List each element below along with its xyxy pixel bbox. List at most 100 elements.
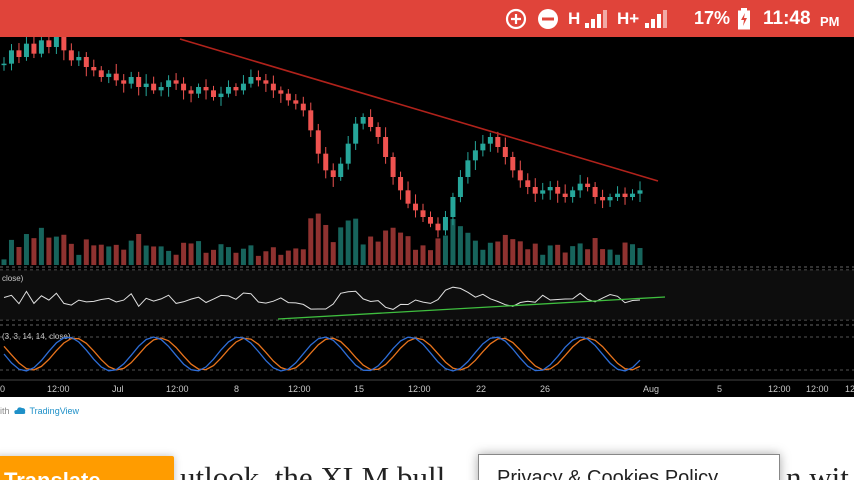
candle-body <box>435 223 441 231</box>
article-area: utlook, the XLM bull Translate Privacy &… <box>0 420 854 480</box>
candle-body <box>8 50 14 64</box>
volume-bar <box>465 232 471 265</box>
article-text-tail: n wit <box>786 460 849 480</box>
candle-body <box>46 40 52 47</box>
volume-bar <box>427 250 433 265</box>
x-tick: 12:00 <box>288 384 311 394</box>
candle-body <box>300 103 306 111</box>
volume-bar <box>121 249 127 265</box>
x-tick: 26 <box>540 384 550 394</box>
candle-body <box>151 83 157 91</box>
candle-body <box>585 183 591 187</box>
rsi-line <box>3 286 641 310</box>
volume-bar <box>345 220 351 265</box>
rsi-background <box>0 270 854 320</box>
volume-bar <box>487 242 493 265</box>
stoch-label: (3, 3, 14, 14, close) <box>2 332 71 341</box>
volume-bar <box>540 254 546 265</box>
volume-bar <box>38 227 44 265</box>
candle-body <box>615 193 621 197</box>
chart-canvas: close) (3, 3, 14, 14, close) 0 12:00 Jul… <box>0 37 854 394</box>
candle-body <box>218 93 224 97</box>
tradingview-link[interactable]: TradingView <box>29 406 80 416</box>
candle-body <box>285 93 291 101</box>
candle-body <box>442 217 448 231</box>
data-saver-icon <box>505 0 527 37</box>
candle-body <box>158 87 164 91</box>
x-tick: 12:00 <box>47 384 70 394</box>
candle-body <box>502 147 508 157</box>
volume-bar <box>128 240 134 265</box>
candle-body <box>113 73 119 81</box>
candlesticks <box>1 37 643 238</box>
volume-bar <box>113 244 119 265</box>
candle-body <box>413 203 419 211</box>
candle-body <box>457 177 463 197</box>
stoch-k-line <box>3 336 641 372</box>
volume-bar <box>248 245 254 265</box>
candle-body <box>330 170 336 177</box>
volume-bar <box>338 227 344 265</box>
volume-bar <box>435 238 441 265</box>
volume-bar <box>151 246 157 265</box>
candle-body <box>405 190 411 204</box>
candle-body <box>248 77 254 84</box>
candle-body <box>517 170 523 181</box>
tradingview-logo-icon <box>13 406 27 417</box>
candle-body <box>338 163 344 177</box>
candle-body <box>203 87 209 91</box>
volume-bar <box>218 244 224 265</box>
signal-icon <box>583 0 609 37</box>
x-tick: 5 <box>717 384 722 394</box>
volume-bar <box>211 249 217 265</box>
candle-body <box>240 83 246 91</box>
chart-credit[interactable]: ith TradingView <box>0 400 79 422</box>
volume-bar <box>255 255 261 265</box>
signal-icon <box>643 0 669 37</box>
volume-bar <box>383 230 389 265</box>
candle-body <box>143 83 149 87</box>
volume-bar <box>233 252 239 265</box>
volume-bar <box>300 249 306 265</box>
candle-body <box>91 67 97 71</box>
candle-body <box>128 77 134 84</box>
candle-body <box>562 193 568 197</box>
do-not-disturb-icon <box>537 0 559 37</box>
volume-bar <box>91 245 97 265</box>
volume-bar <box>585 249 591 265</box>
volume-bar <box>181 242 187 265</box>
candle-body <box>16 50 22 57</box>
candle-body <box>68 50 74 61</box>
translate-button[interactable]: Translate <box>0 456 174 480</box>
rsi-support-trendline <box>277 296 666 320</box>
candle-body <box>270 83 276 91</box>
x-tick: Jul <box>112 384 124 394</box>
price-chart[interactable]: close) (3, 3, 14, 14, close) 0 12:00 Jul… <box>0 37 854 397</box>
volume-bar <box>622 242 628 265</box>
volume-bar <box>547 245 553 265</box>
volume-bar <box>495 241 501 265</box>
candle-body <box>540 190 546 194</box>
volume-bar <box>315 213 321 265</box>
candle-body <box>398 177 404 191</box>
volume-bar <box>278 254 284 265</box>
candle-body <box>420 210 426 217</box>
x-tick: 12:00 <box>768 384 791 394</box>
battery-charging-icon <box>737 0 751 37</box>
volume-bar <box>555 244 561 265</box>
candle-body <box>607 197 613 201</box>
volume-bar <box>8 239 14 265</box>
privacy-cookies-button[interactable]: Privacy & Cookies Policy <box>478 454 780 480</box>
volume-bar <box>143 245 149 265</box>
volume-bar <box>53 236 59 265</box>
volume-bar <box>450 219 456 265</box>
volume-bar <box>532 243 538 265</box>
volume-bar <box>442 235 448 265</box>
x-tick: 8 <box>234 384 239 394</box>
volume-bar <box>31 238 37 265</box>
volume-bar <box>98 244 104 265</box>
candle-body <box>233 87 239 91</box>
status-bar: H H+ 17% 11:48 PM <box>0 0 854 37</box>
volume-bar <box>323 224 329 265</box>
volume-bar <box>502 234 508 265</box>
